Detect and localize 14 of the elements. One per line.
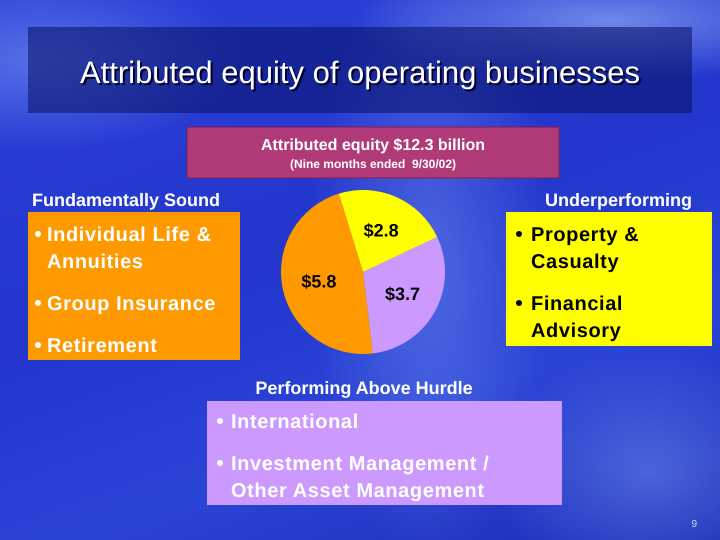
data-label: $5.8 <box>301 271 336 292</box>
text: Individual Life & Annuities Group Insurance Retirement <box>47 224 216 357</box>
data-label: $3.7 <box>384 284 420 304</box>
text: Performing Above Hurdle <box>255 378 473 398</box>
text: Property & Casualty Financial Advisory <box>531 224 640 342</box>
text: Fundamentally Sound <box>32 190 220 210</box>
text: Underperforming <box>544 190 692 210</box>
text: International Investment Management / Other Asset Management <box>231 411 490 502</box>
chart-title: Attributed equity of operating businesses <box>80 55 640 90</box>
chart-subtitle: Attributed equity $12.3 billion (Nine months ended 9/30/02) <box>260 137 486 171</box>
pie-slice <box>338 190 438 272</box>
text: 9 <box>691 519 698 530</box>
data-label: $2.8 <box>364 220 399 241</box>
pie-slice <box>363 237 445 354</box>
